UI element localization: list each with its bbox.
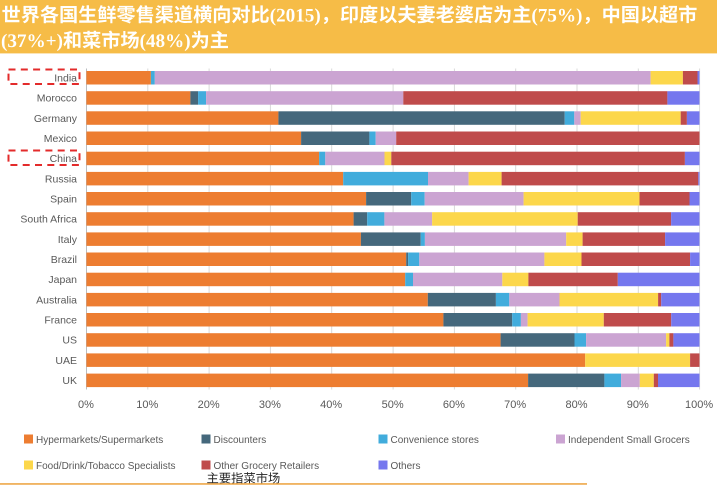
svg-text:Brazil: Brazil: [51, 254, 77, 266]
svg-text:80%: 80%: [565, 399, 587, 411]
svg-text:Hypermarkets/Supermarkets: Hypermarkets/Supermarkets: [36, 435, 163, 446]
svg-text:Germany: Germany: [34, 113, 78, 125]
svg-text:UK: UK: [62, 375, 77, 387]
svg-text:60%: 60%: [443, 399, 465, 411]
svg-text:Convenience stores: Convenience stores: [391, 435, 479, 446]
svg-text:Australia: Australia: [36, 294, 77, 306]
svg-text:Food/Drink/Tobacco Specialists: Food/Drink/Tobacco Specialists: [36, 461, 176, 472]
svg-text:Spain: Spain: [50, 194, 77, 206]
svg-text:40%: 40%: [320, 399, 342, 411]
svg-text:UAE: UAE: [55, 355, 77, 367]
svg-text:Morocco: Morocco: [37, 93, 77, 105]
svg-text:20%: 20%: [198, 399, 220, 411]
svg-text:Italy: Italy: [58, 234, 78, 246]
svg-text:Other Grocery Retailers: Other Grocery Retailers: [214, 461, 320, 472]
svg-text:South Africa: South Africa: [20, 214, 77, 226]
svg-text:Russia: Russia: [45, 173, 77, 185]
svg-text:50%: 50%: [382, 399, 404, 411]
svg-text:Mexico: Mexico: [44, 133, 77, 145]
svg-text:Japan: Japan: [48, 274, 77, 286]
svg-text:30%: 30%: [259, 399, 281, 411]
svg-text:US: US: [62, 335, 77, 347]
svg-text:100%: 100%: [685, 399, 713, 411]
svg-text:Independent Small Grocers: Independent Small Grocers: [568, 435, 690, 446]
svg-text:70%: 70%: [504, 399, 526, 411]
svg-text:Discounters: Discounters: [214, 435, 267, 446]
svg-text:0%: 0%: [78, 399, 94, 411]
svg-text:90%: 90%: [627, 399, 649, 411]
svg-text:China: China: [50, 153, 78, 165]
svg-text:10%: 10%: [136, 399, 158, 411]
svg-text:France: France: [44, 315, 77, 327]
svg-text:Others: Others: [391, 461, 421, 472]
svg-text:India: India: [54, 73, 77, 85]
